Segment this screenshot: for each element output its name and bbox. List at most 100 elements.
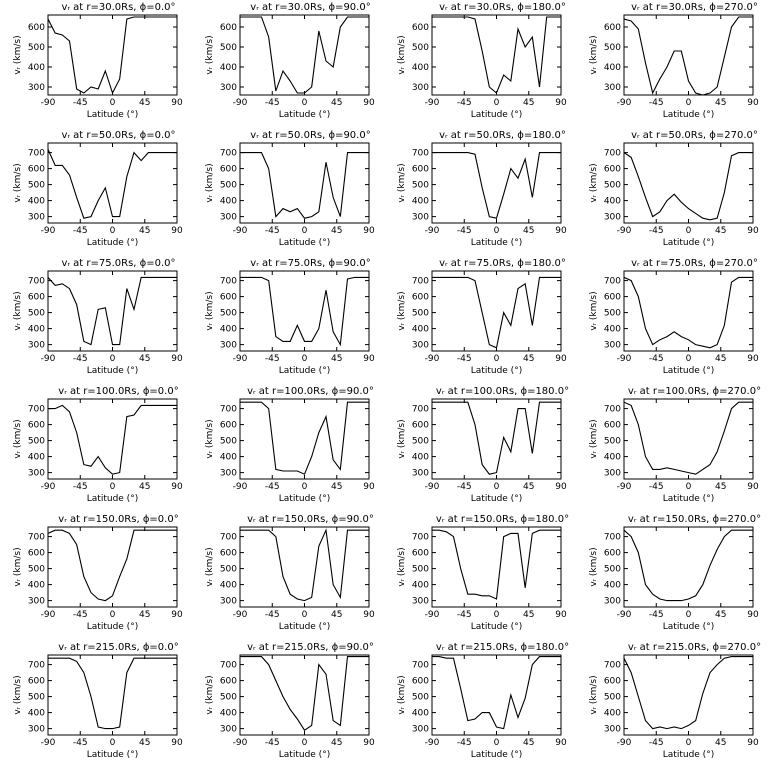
x-tick-label: 45 bbox=[523, 354, 534, 364]
y-tick-label: 400 bbox=[220, 581, 237, 591]
data-line bbox=[432, 401, 561, 475]
y-axis-label: vᵣ (km/s) bbox=[397, 547, 407, 586]
x-tick-label: 45 bbox=[523, 226, 534, 236]
x-axis-label: Latitude (°) bbox=[279, 110, 330, 120]
x-tick-label: -90 bbox=[233, 98, 248, 108]
data-line bbox=[624, 152, 753, 221]
panel: vᵣ at r=215.0Rs, ϕ=0.0° -90 -45 0 45 90 300 400… bbox=[13, 642, 183, 760]
data-line bbox=[240, 656, 369, 731]
x-tick-label: 90 bbox=[555, 738, 567, 748]
x-tick-label: -90 bbox=[233, 354, 248, 364]
x-tick-label: -45 bbox=[265, 98, 280, 108]
x-tick-label: 45 bbox=[331, 98, 342, 108]
plot-frame bbox=[239, 398, 370, 480]
panel-title: vᵣ at r=50.0Rs, ϕ=180.0° bbox=[439, 130, 566, 141]
y-axis-label: vᵣ (km/s) bbox=[205, 291, 215, 330]
panel-title: vᵣ at r=100.0Rs, ϕ=180.0° bbox=[436, 386, 569, 397]
x-tick-label: 90 bbox=[171, 354, 183, 364]
x-tick-label: -45 bbox=[73, 738, 88, 748]
data-line bbox=[624, 276, 753, 349]
y-axis-label: vᵣ (km/s) bbox=[205, 163, 215, 202]
x-tick-label: -90 bbox=[233, 482, 248, 492]
x-tick-label: 0 bbox=[302, 226, 308, 236]
x-tick-label: -45 bbox=[73, 226, 88, 236]
y-tick-label: 300 bbox=[604, 597, 621, 607]
y-tick-label: 700 bbox=[220, 661, 237, 671]
x-axis-label: Latitude (°) bbox=[471, 366, 522, 376]
plot-frame bbox=[623, 398, 754, 480]
y-tick-label: 600 bbox=[412, 23, 429, 33]
panel-title: vᵣ at r=30.0Rs, ϕ=90.0° bbox=[250, 2, 370, 13]
y-tick-label: 500 bbox=[412, 437, 429, 447]
y-tick-label: 300 bbox=[412, 341, 429, 351]
x-tick-label: 0 bbox=[494, 738, 500, 748]
y-tick-label: 700 bbox=[604, 661, 621, 671]
y-tick-label: 600 bbox=[412, 549, 429, 559]
x-tick-label: 0 bbox=[494, 610, 500, 620]
x-axis-label: Latitude (°) bbox=[87, 366, 138, 376]
y-tick-label: 400 bbox=[220, 63, 237, 73]
x-tick-label: 0 bbox=[302, 354, 308, 364]
y-tick-label: 300 bbox=[412, 597, 429, 607]
y-tick-label: 700 bbox=[28, 149, 45, 159]
y-tick-label: 700 bbox=[604, 533, 621, 543]
y-tick-label: 300 bbox=[28, 341, 45, 351]
plot-frame bbox=[47, 398, 178, 480]
plot-area bbox=[240, 152, 369, 219]
y-tick-label: 500 bbox=[28, 43, 45, 53]
panel: vᵣ at r=100.0Rs, ϕ=270.0° -90 -45 0 45 90 300 4… bbox=[589, 386, 761, 504]
panel: vᵣ at r=100.0Rs, ϕ=0.0° -90 -45 0 45 90 300 400… bbox=[13, 386, 183, 504]
y-tick-label: 300 bbox=[412, 83, 429, 93]
y-axis-label: vᵣ (km/s) bbox=[397, 291, 407, 330]
x-tick-label: 90 bbox=[555, 98, 567, 108]
y-tick-label: 400 bbox=[412, 63, 429, 73]
plot-frame bbox=[239, 654, 370, 736]
y-tick-label: 500 bbox=[28, 437, 45, 447]
data-line bbox=[624, 529, 753, 602]
y-tick-label: 600 bbox=[604, 421, 621, 431]
y-tick-label: 300 bbox=[604, 725, 621, 735]
x-axis-label: Latitude (°) bbox=[87, 238, 138, 248]
y-tick-label: 600 bbox=[220, 293, 237, 303]
y-axis-label: vᵣ (km/s) bbox=[205, 675, 215, 714]
y-axis-label: vᵣ (km/s) bbox=[13, 35, 23, 74]
data-line bbox=[240, 528, 369, 602]
x-tick-label: -90 bbox=[425, 98, 440, 108]
y-tick-label: 400 bbox=[412, 453, 429, 463]
x-tick-label: -45 bbox=[265, 482, 280, 492]
x-tick-label: 0 bbox=[110, 482, 116, 492]
x-tick-label: -45 bbox=[265, 354, 280, 364]
plot-frame bbox=[623, 526, 754, 608]
x-tick-label: 45 bbox=[715, 226, 726, 236]
y-tick-label: 500 bbox=[412, 43, 429, 53]
x-axis-label: Latitude (°) bbox=[279, 494, 330, 504]
x-tick-label: 90 bbox=[363, 226, 375, 236]
y-tick-label: 500 bbox=[412, 181, 429, 191]
y-tick-label: 500 bbox=[28, 309, 45, 319]
data-line bbox=[240, 401, 369, 475]
x-tick-label: 90 bbox=[363, 738, 375, 748]
y-tick-label: 700 bbox=[28, 277, 45, 287]
data-line bbox=[48, 404, 177, 475]
x-tick-label: 45 bbox=[715, 354, 726, 364]
x-tick-label: -90 bbox=[41, 738, 56, 748]
plot-frame bbox=[47, 14, 178, 96]
y-tick-label: 300 bbox=[412, 213, 429, 223]
x-tick-label: -45 bbox=[649, 354, 664, 364]
x-tick-label: -90 bbox=[41, 610, 56, 620]
y-tick-label: 400 bbox=[412, 581, 429, 591]
x-tick-label: 45 bbox=[523, 482, 534, 492]
panel: vᵣ at r=30.0Rs, ϕ=90.0° -90 -45 0 45 90 300 400… bbox=[205, 2, 375, 120]
x-axis-label: Latitude (°) bbox=[87, 494, 138, 504]
x-tick-label: 0 bbox=[494, 354, 500, 364]
x-axis-label: Latitude (°) bbox=[87, 750, 138, 760]
panel-title: vᵣ at r=50.0Rs, ϕ=0.0° bbox=[61, 130, 175, 141]
y-tick-label: 700 bbox=[412, 405, 429, 415]
y-tick-label: 700 bbox=[412, 149, 429, 159]
y-tick-label: 600 bbox=[28, 421, 45, 431]
x-tick-label: 45 bbox=[523, 98, 534, 108]
y-tick-label: 500 bbox=[604, 309, 621, 319]
y-tick-label: 400 bbox=[220, 325, 237, 335]
x-tick-label: 0 bbox=[686, 354, 692, 364]
x-tick-label: 0 bbox=[110, 226, 116, 236]
